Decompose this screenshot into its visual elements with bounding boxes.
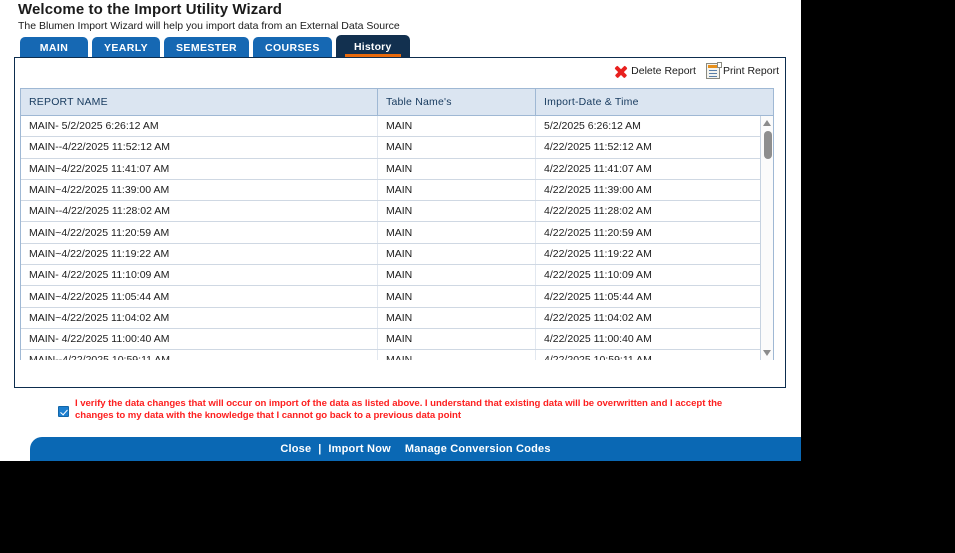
verify-checkbox[interactable]	[58, 406, 69, 417]
scrollbar-thumb[interactable]	[763, 131, 772, 159]
table-row[interactable]: MAIN--4/22/2025 11:52:12 AM MAIN 4/22/20…	[21, 137, 773, 159]
cell-table-name: MAIN	[378, 307, 536, 328]
column-header-table-name[interactable]: Table Name's	[378, 89, 536, 115]
active-tab-indicator	[344, 54, 401, 57]
delete-report-label: Delete Report	[631, 65, 696, 77]
cell-table-name: MAIN	[378, 243, 536, 265]
tab-semester-label: SEMESTER	[176, 42, 237, 54]
verify-consent-text: I verify the data changes that will occu…	[75, 398, 723, 422]
tab-main[interactable]: MAIN	[20, 37, 88, 59]
table-row[interactable]: MAIN~4/22/2025 11:39:00 AM MAIN 4/22/202…	[21, 179, 773, 202]
cell-report-name: MAIN~4/22/2025 11:04:02 AM	[21, 307, 378, 328]
cell-import-date: 4/22/2025 11:00:40 AM	[544, 333, 652, 346]
cell-report-name: MAIN~4/22/2025 11:19:22 AM	[21, 243, 378, 265]
tab-history-label: History	[353, 41, 392, 53]
table-row[interactable]: MAIN~4/22/2025 11:19:22 AM MAIN 4/22/202…	[21, 243, 773, 266]
cell-import-date: 4/22/2025 11:19:22 AM	[544, 247, 652, 260]
print-report-button[interactable]: Print Report	[705, 62, 779, 79]
cell-report-name: MAIN~4/22/2025 11:05:44 AM	[21, 286, 378, 307]
close-button[interactable]: Close	[280, 443, 312, 455]
print-document-icon	[705, 62, 722, 79]
table-row[interactable]: MAIN~4/22/2025 11:41:07 AM MAIN 4/22/202…	[21, 158, 773, 180]
cell-report-name: MAIN~4/22/2025 11:39:00 AM	[21, 179, 378, 201]
column-header-report-name[interactable]: REPORT NAME	[21, 89, 378, 115]
cell-import-date: 4/22/2025 11:05:44 AM	[544, 290, 652, 303]
cell-report-name: MAIN~4/22/2025 11:20:59 AM	[21, 222, 378, 243]
cell-table-name: MAIN	[378, 116, 536, 137]
cell-import-date: 4/22/2025 11:52:12 AM	[544, 141, 652, 154]
print-report-label: Print Report	[722, 65, 779, 77]
table-row[interactable]: MAIN- 4/22/2025 11:10:09 AM MAIN 4/22/20…	[21, 265, 773, 287]
scroll-up-arrow-icon[interactable]	[763, 120, 771, 126]
tab-semester[interactable]: SEMESTER	[164, 37, 249, 59]
grid-vertical-scrollbar[interactable]	[760, 116, 773, 360]
tab-yearly[interactable]: YEARLY	[92, 37, 161, 59]
cell-report-name: MAIN--4/22/2025 11:28:02 AM	[21, 201, 378, 222]
cell-import-date: 4/22/2025 11:10:09 AM	[544, 269, 652, 282]
cell-import-date: 4/22/2025 11:28:02 AM	[544, 205, 652, 218]
reports-grid: REPORT NAME Table Name's Import-Date & T…	[20, 88, 774, 360]
tab-history[interactable]: History	[335, 35, 410, 59]
cell-import-date: 5/2/2025 6:26:12 AM	[544, 120, 641, 133]
cell-table-name: MAIN	[378, 137, 536, 158]
cell-report-name: MAIN--4/22/2025 11:52:12 AM	[21, 137, 378, 158]
table-row[interactable]: MAIN~4/22/2025 11:04:02 AM MAIN 4/22/202…	[21, 307, 773, 329]
report-toolbar: Delete Report Print Report	[613, 62, 779, 79]
cell-table-name: MAIN	[378, 265, 536, 286]
cell-import-date: 4/22/2025 11:39:00 AM	[544, 184, 652, 197]
footer-separator: |	[318, 443, 322, 455]
cell-table-name: MAIN	[378, 286, 536, 307]
cell-table-name: MAIN	[378, 158, 536, 179]
cell-table-name: MAIN	[378, 328, 536, 350]
verify-consent-block: I verify the data changes that will occu…	[58, 398, 738, 423]
tab-courses[interactable]: COURSES	[253, 37, 332, 59]
delete-report-button[interactable]: Delete Report	[613, 64, 696, 79]
table-row[interactable]: MAIN~4/22/2025 11:05:44 AM MAIN 4/22/202…	[21, 286, 773, 308]
table-row[interactable]: MAIN- 4/22/2025 11:00:40 AM MAIN 4/22/20…	[21, 328, 773, 351]
cell-report-name: MAIN--4/22/2025 10:59:11 AM	[21, 350, 378, 360]
table-row[interactable]: MAIN--4/22/2025 10:59:11 AM MAIN 4/22/20…	[21, 350, 773, 360]
cell-import-date: 4/22/2025 10:59:11 AM	[536, 350, 760, 360]
cell-import-date: 4/22/2025 11:04:02 AM	[544, 311, 652, 324]
grid-body: MAIN- 5/2/2025 6:26:12 AM MAIN 5/2/2025 …	[21, 116, 773, 360]
footer-action-bar: Close | Import Now Manage Conversion Cod…	[30, 437, 801, 461]
history-panel: Delete Report Print Report REPORT NAME T…	[14, 57, 786, 388]
page-header: Welcome to the Import Utility Wizard The…	[18, 2, 778, 33]
delete-x-icon	[613, 64, 628, 79]
import-wizard-page: Welcome to the Import Utility Wizard The…	[0, 0, 801, 461]
tab-courses-label: COURSES	[265, 42, 320, 54]
table-row[interactable]: MAIN~4/22/2025 11:20:59 AM MAIN 4/22/202…	[21, 222, 773, 244]
tab-yearly-label: YEARLY	[104, 42, 149, 54]
page-subtitle: The Blumen Import Wizard will help you i…	[18, 20, 400, 32]
cell-table-name: MAIN	[378, 179, 536, 201]
tab-main-label: MAIN	[39, 42, 69, 54]
cell-import-date: 4/22/2025 11:20:59 AM	[544, 226, 652, 239]
cell-report-name: MAIN~4/22/2025 11:41:07 AM	[21, 158, 378, 179]
manage-conversion-codes-button[interactable]: Manage Conversion Codes	[404, 443, 551, 455]
tab-bar: MAIN YEARLY SEMESTER COURSES History	[20, 35, 410, 59]
table-row[interactable]: MAIN- 5/2/2025 6:26:12 AM MAIN 5/2/2025 …	[21, 116, 773, 138]
cell-import-date: 4/22/2025 11:41:07 AM	[544, 162, 652, 175]
cell-table-name: MAIN	[378, 222, 536, 243]
import-now-button[interactable]: Import Now	[328, 443, 391, 455]
cell-report-name: MAIN- 5/2/2025 6:26:12 AM	[21, 116, 378, 137]
cell-table-name: MAIN	[378, 350, 536, 360]
grid-header-row: REPORT NAME Table Name's Import-Date & T…	[21, 89, 773, 116]
column-header-import-date[interactable]: Import-Date & Time	[544, 96, 639, 108]
page-title: Welcome to the Import Utility Wizard	[18, 1, 283, 18]
cell-report-name: MAIN- 4/22/2025 11:00:40 AM	[21, 328, 378, 350]
scroll-down-arrow-icon[interactable]	[763, 350, 771, 356]
table-row[interactable]: MAIN--4/22/2025 11:28:02 AM MAIN 4/22/20…	[21, 201, 773, 223]
cell-report-name: MAIN- 4/22/2025 11:10:09 AM	[21, 265, 378, 286]
cell-table-name: MAIN	[378, 201, 536, 222]
